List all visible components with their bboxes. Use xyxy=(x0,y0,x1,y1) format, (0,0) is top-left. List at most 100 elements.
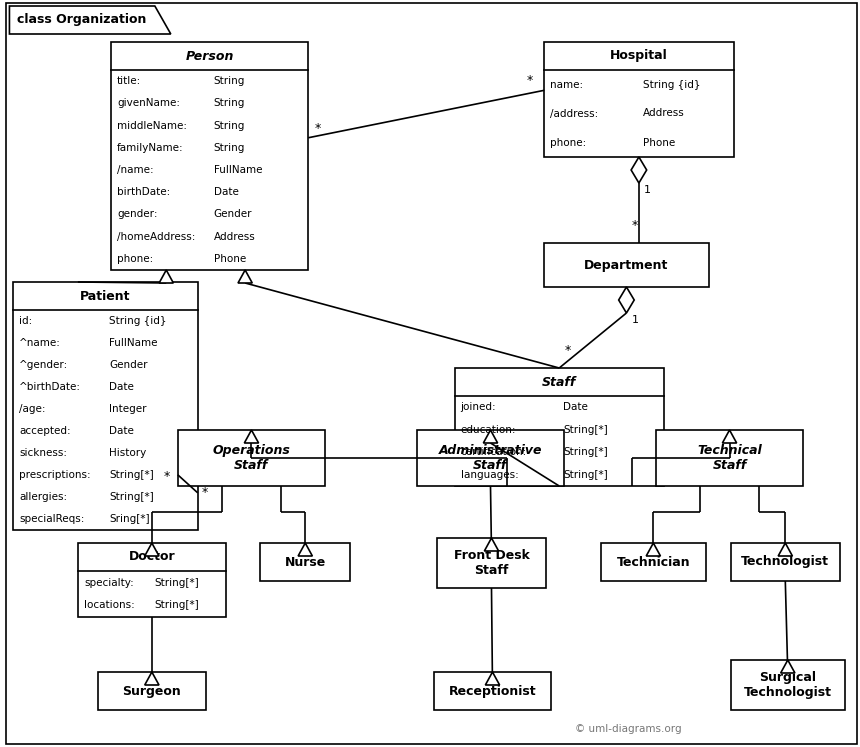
Bar xyxy=(601,543,705,581)
Text: givenName:: givenName: xyxy=(117,99,180,108)
Text: Department: Department xyxy=(584,258,668,271)
Text: String[*]: String[*] xyxy=(109,470,154,480)
Polygon shape xyxy=(238,270,252,283)
Text: Staff: Staff xyxy=(542,376,576,388)
Bar xyxy=(437,538,546,588)
Text: ^name:: ^name: xyxy=(20,338,61,348)
Text: Date: Date xyxy=(563,402,588,412)
Text: specialReqs:: specialReqs: xyxy=(20,514,85,524)
Text: Nurse: Nurse xyxy=(285,556,326,568)
Text: *: * xyxy=(564,344,570,357)
Text: © uml-diagrams.org: © uml-diagrams.org xyxy=(575,724,682,734)
Text: prescriptions:: prescriptions: xyxy=(20,470,91,480)
Text: Patient: Patient xyxy=(80,290,131,303)
Text: FullName: FullName xyxy=(213,165,262,175)
Text: Gender: Gender xyxy=(109,360,148,370)
Polygon shape xyxy=(144,543,159,556)
Text: Technologist: Technologist xyxy=(741,556,829,568)
Polygon shape xyxy=(618,287,634,313)
Text: certification:: certification: xyxy=(461,447,527,457)
Bar xyxy=(261,543,350,581)
Text: FullName: FullName xyxy=(109,338,157,348)
Text: History: History xyxy=(109,448,146,458)
Text: String[*]: String[*] xyxy=(563,447,608,457)
Bar xyxy=(14,282,198,530)
Text: Surgical
Technologist: Surgical Technologist xyxy=(744,671,832,699)
Text: education:: education: xyxy=(461,425,516,435)
Bar xyxy=(730,543,840,581)
Text: phone:: phone: xyxy=(550,137,587,147)
Text: Doctor: Doctor xyxy=(128,551,175,563)
Text: Person: Person xyxy=(186,49,234,63)
Bar xyxy=(98,672,206,710)
Text: Technician: Technician xyxy=(617,556,690,568)
Text: Receptionist: Receptionist xyxy=(449,684,537,698)
Text: Date: Date xyxy=(213,187,238,197)
Text: sickness:: sickness: xyxy=(20,448,67,458)
Text: /homeAddress:: /homeAddress: xyxy=(117,232,195,242)
Text: Date: Date xyxy=(109,382,134,392)
Text: Operations
Staff: Operations Staff xyxy=(212,444,291,472)
Polygon shape xyxy=(159,270,174,283)
Text: languages:: languages: xyxy=(461,470,519,480)
Text: class Organization: class Organization xyxy=(17,13,147,26)
Text: Address: Address xyxy=(213,232,255,242)
Polygon shape xyxy=(631,157,647,183)
Bar xyxy=(433,672,551,710)
Text: String[*]: String[*] xyxy=(563,425,608,435)
Polygon shape xyxy=(244,430,259,443)
Polygon shape xyxy=(298,543,312,556)
Bar xyxy=(78,543,225,617)
Text: accepted:: accepted: xyxy=(20,426,71,436)
Text: ^birthDate:: ^birthDate: xyxy=(20,382,82,392)
Polygon shape xyxy=(144,672,159,685)
Bar xyxy=(178,430,325,486)
Text: String[*]: String[*] xyxy=(155,577,200,587)
Text: Phone: Phone xyxy=(642,137,675,147)
Bar xyxy=(417,430,564,486)
Text: String[*]: String[*] xyxy=(563,470,608,480)
Text: allergies:: allergies: xyxy=(20,492,68,502)
Text: Technical
Staff: Technical Staff xyxy=(697,444,762,472)
Text: /name:: /name: xyxy=(117,165,154,175)
Text: Front Desk
Staff: Front Desk Staff xyxy=(453,549,530,577)
Text: birthDate:: birthDate: xyxy=(117,187,170,197)
Text: Sring[*]: Sring[*] xyxy=(109,514,150,524)
Polygon shape xyxy=(781,660,795,673)
Polygon shape xyxy=(778,543,792,556)
Text: String: String xyxy=(213,120,245,131)
Text: *: * xyxy=(314,122,321,134)
Text: String[*]: String[*] xyxy=(155,601,200,610)
Text: ^gender:: ^gender: xyxy=(20,360,69,370)
Text: locations:: locations: xyxy=(84,601,135,610)
Text: String[*]: String[*] xyxy=(109,492,154,502)
Polygon shape xyxy=(484,538,499,551)
Bar xyxy=(544,42,734,157)
Text: /age:: /age: xyxy=(20,404,46,414)
Text: *: * xyxy=(163,470,170,483)
Polygon shape xyxy=(9,6,171,34)
Text: *: * xyxy=(201,486,208,499)
Text: String {id}: String {id} xyxy=(109,316,167,326)
Text: Address: Address xyxy=(642,108,685,119)
Text: String {id}: String {id} xyxy=(642,79,700,90)
Text: specialty:: specialty: xyxy=(84,577,134,587)
Bar xyxy=(544,243,709,287)
Bar xyxy=(656,430,803,486)
Text: 1: 1 xyxy=(644,185,651,195)
Text: phone:: phone: xyxy=(117,254,153,264)
Text: joined:: joined: xyxy=(461,402,496,412)
Text: familyName:: familyName: xyxy=(117,143,184,153)
Text: Hospital: Hospital xyxy=(610,49,667,63)
Text: title:: title: xyxy=(117,76,141,86)
Bar xyxy=(111,42,308,270)
Bar xyxy=(455,368,664,486)
Text: /address:: /address: xyxy=(550,108,599,119)
Text: name:: name: xyxy=(550,79,583,90)
Text: Administrative
Staff: Administrative Staff xyxy=(439,444,543,472)
Text: id:: id: xyxy=(20,316,33,326)
Text: *: * xyxy=(631,219,637,232)
Text: Integer: Integer xyxy=(109,404,147,414)
Bar xyxy=(730,660,845,710)
Text: Surgeon: Surgeon xyxy=(122,684,181,698)
